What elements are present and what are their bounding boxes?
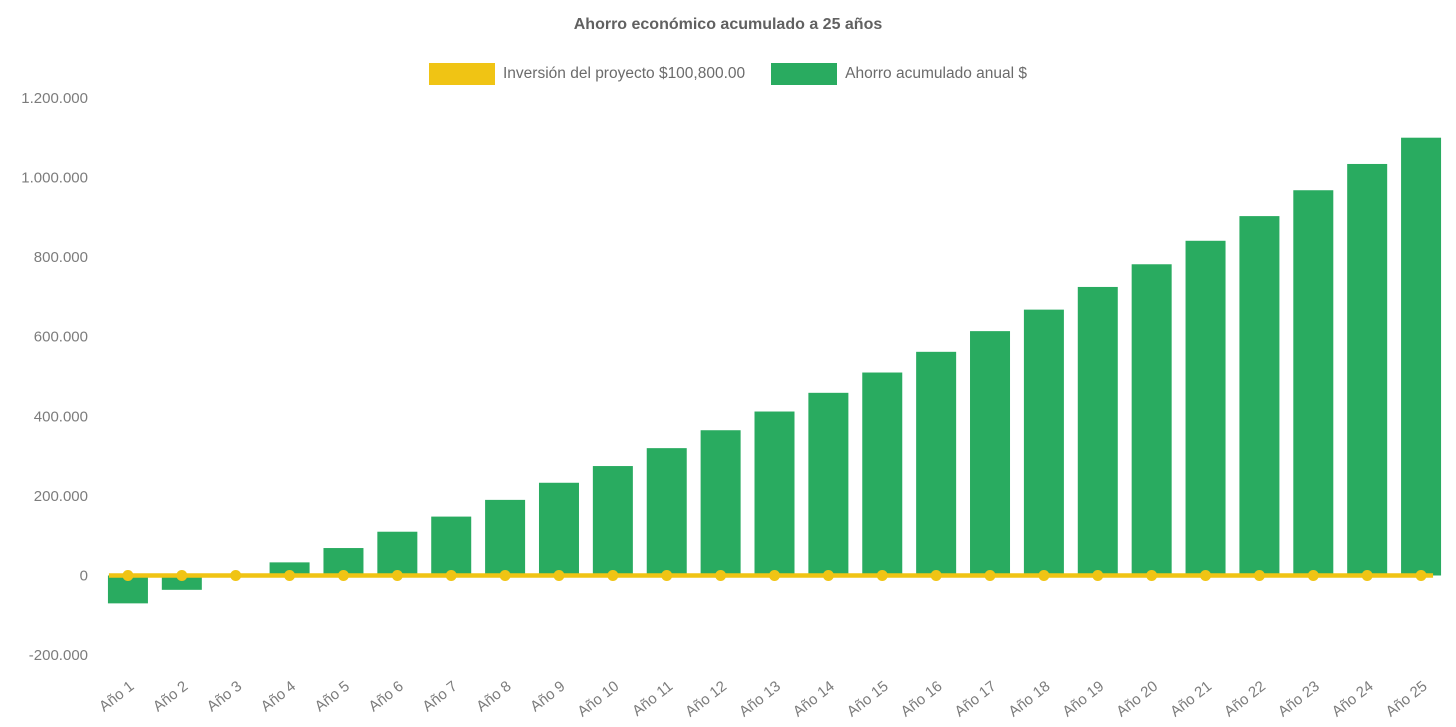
line-marker xyxy=(445,570,457,581)
line-marker xyxy=(1307,570,1319,581)
bar-año-7 xyxy=(431,516,472,576)
line-marker xyxy=(284,570,296,581)
line-marker xyxy=(553,570,565,581)
bar-año-12 xyxy=(700,430,741,576)
bar-año-18 xyxy=(1023,309,1064,576)
legend-label-investment: Inversión del proyecto $100,800.00 xyxy=(503,65,746,82)
line-marker xyxy=(1092,570,1104,581)
x-tick-label: Año 23 xyxy=(1275,678,1323,721)
line-marker xyxy=(176,570,188,581)
legend: Inversión del proyecto $100,800.00 Ahorr… xyxy=(0,63,1456,85)
x-tick-label: Año 17 xyxy=(952,678,1000,721)
bar-año-11 xyxy=(646,448,687,576)
legend-item-investment[interactable]: Inversión del proyecto $100,800.00 xyxy=(429,63,745,85)
line-marker xyxy=(715,570,727,581)
x-tick-label: Año 14 xyxy=(790,678,838,721)
line-marker xyxy=(230,570,242,581)
x-tick-label: Año 1 xyxy=(96,678,137,716)
y-tick-label: 400.000 xyxy=(34,408,88,425)
bar-año-13 xyxy=(754,411,795,576)
y-tick-label: 1.200.000 xyxy=(21,90,88,107)
bar-año-8 xyxy=(485,499,526,576)
bar-año-21 xyxy=(1185,240,1226,576)
x-tick-label: Año 6 xyxy=(365,678,406,716)
x-tick-label: Año 8 xyxy=(473,678,514,716)
bar-año-9 xyxy=(538,482,579,576)
line-marker xyxy=(822,570,834,581)
line-marker xyxy=(122,570,134,581)
bar-año-23 xyxy=(1293,190,1334,576)
bar-año-22 xyxy=(1239,216,1280,576)
bar-año-20 xyxy=(1131,264,1172,576)
x-tick-label: Año 22 xyxy=(1221,678,1269,721)
line-marker xyxy=(1146,570,1158,581)
line-marker xyxy=(607,570,619,581)
x-tick-label: Año 7 xyxy=(419,678,460,716)
y-tick-label: 1.000.000 xyxy=(21,170,88,187)
bar-año-10 xyxy=(592,466,633,576)
line-marker xyxy=(984,570,996,581)
x-tick-label: Año 12 xyxy=(682,678,730,721)
legend-swatch-investment xyxy=(429,63,495,85)
chart-title: Ahorro económico acumulado a 25 años xyxy=(573,16,883,33)
x-tick-label: Año 5 xyxy=(312,678,353,716)
x-tick-label: Año 3 xyxy=(204,678,245,716)
bar-año-4 xyxy=(269,562,310,576)
bar-año-17 xyxy=(970,331,1011,576)
line-marker xyxy=(1415,570,1427,581)
y-tick-label: 0 xyxy=(80,568,88,585)
x-tick-label: Año 9 xyxy=(527,678,568,716)
line-marker xyxy=(930,570,942,581)
bar-año-15 xyxy=(862,372,903,576)
legend-item-savings[interactable]: Ahorro acumulado anual $ xyxy=(771,63,1027,85)
line-marker xyxy=(1200,570,1212,581)
line-marker xyxy=(1253,570,1265,581)
x-tick-label: Año 11 xyxy=(629,678,676,720)
line-marker xyxy=(1361,570,1373,581)
line-marker xyxy=(1038,570,1050,581)
x-tick-label: Año 21 xyxy=(1167,678,1215,721)
line-marker xyxy=(769,570,780,581)
bar-año-6 xyxy=(377,531,418,576)
line-marker xyxy=(391,570,403,581)
x-tick-label: Año 25 xyxy=(1383,678,1431,721)
legend-label-savings: Ahorro acumulado anual $ xyxy=(845,65,1027,82)
line-marker xyxy=(499,570,511,581)
bar-año-2 xyxy=(161,575,202,590)
bar-año-19 xyxy=(1077,286,1118,576)
bar-año-25 xyxy=(1401,137,1442,576)
x-tick-label: Año 16 xyxy=(898,678,946,721)
y-tick-label: -200.000 xyxy=(29,647,88,664)
bar-año-14 xyxy=(808,392,849,576)
y-tick-label: 800.000 xyxy=(34,249,88,266)
line-marker xyxy=(876,570,888,581)
x-tick-label: Año 2 xyxy=(150,678,191,716)
y-tick-label: 600.000 xyxy=(34,329,88,346)
legend-swatch-savings xyxy=(771,63,838,85)
x-tick-label: Año 20 xyxy=(1113,678,1161,721)
bar-año-16 xyxy=(916,351,957,576)
x-tick-label: Año 13 xyxy=(736,678,784,721)
x-tick-label: Año 24 xyxy=(1329,678,1377,721)
line-marker xyxy=(661,570,673,581)
bar-año-24 xyxy=(1347,163,1388,576)
x-tick-label: Año 19 xyxy=(1059,678,1107,721)
x-tick-label: Año 10 xyxy=(574,678,622,721)
line-marker xyxy=(337,570,349,581)
x-tick-label: Año 18 xyxy=(1005,678,1053,721)
x-tick-label: Año 15 xyxy=(844,678,892,721)
y-tick-label: 200.000 xyxy=(34,488,88,505)
x-tick-label: Año 4 xyxy=(258,678,299,716)
